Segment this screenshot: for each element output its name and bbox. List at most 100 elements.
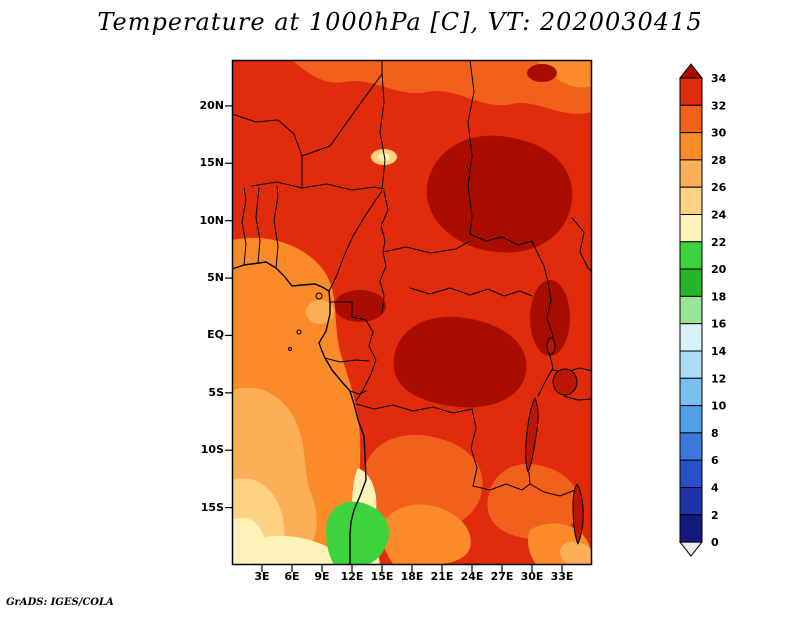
island-annobon (288, 347, 292, 351)
country-border-car-drc (409, 287, 533, 297)
grads-credit: GrADS: IGES/COLA (6, 597, 114, 608)
lake-victoria (552, 368, 578, 396)
colorbar-segment (679, 432, 703, 461)
colorbar-label-16: 16 (711, 318, 727, 331)
colorbar-label-8: 8 (711, 427, 719, 440)
x-tick-label-24E: 24E (460, 570, 484, 583)
field-angola-30-32 (361, 434, 483, 531)
colorbar-segment (679, 268, 703, 297)
field-lakes-34plus (530, 280, 570, 356)
colorbar-segment (679, 323, 703, 352)
colorbar-label-20: 20 (711, 263, 727, 276)
colorbar-label-18: 18 (711, 290, 726, 303)
colorbar-segment (679, 186, 703, 215)
colorbar-segment (679, 241, 703, 270)
x-tick-label-9E: 9E (314, 570, 330, 583)
island-sao-tome (296, 329, 302, 335)
colorbar-segment (679, 514, 703, 543)
country-border-chad-sudan (467, 60, 475, 235)
map-plot (225, 59, 593, 572)
colorbar-segment (679, 377, 703, 407)
colorbar-segment (679, 405, 703, 434)
country-border-sudan-east (571, 217, 592, 273)
plot-title: Temperature at 1000hPa [C], VT: 20200304… (97, 8, 703, 36)
y-tick-label-EQ: EQ (207, 328, 224, 342)
x-tick-label-27E: 27E (490, 570, 514, 583)
lake-tanganyika (525, 397, 539, 473)
country-border-niger-chad (379, 60, 386, 190)
colorbar-segment (679, 132, 703, 161)
y-tick-label-15S: 15S (200, 500, 224, 514)
colorbar-top-arrow (678, 63, 704, 79)
country-border-cameroon-car (379, 251, 387, 314)
country-border-nigeria-cameroon (328, 190, 383, 292)
x-tick-label-12E: 12E (340, 570, 364, 583)
country-border-car-north (382, 240, 471, 254)
country-border-gabon-congo (351, 316, 377, 402)
colorbar-label-34: 34 (711, 72, 727, 85)
country-border-angola-drc (355, 403, 473, 414)
country-border-togo (241, 187, 247, 266)
country-border-drc-east (537, 265, 554, 397)
country-border-gabon-south (324, 357, 370, 363)
x-tick-label-3E: 3E (254, 570, 270, 583)
country-border-benin (255, 187, 261, 264)
colorbar-label-4: 4 (711, 482, 719, 495)
x-tick-label-15E: 15E (370, 570, 394, 583)
colorbar-label-14: 14 (711, 345, 727, 358)
colorbar-segment (679, 350, 703, 379)
country-border-angola-zambia (470, 408, 478, 487)
country-border-niger-nigeria (251, 181, 385, 191)
colorbar-segment (679, 295, 703, 325)
island-bioko (315, 292, 323, 300)
colorbar-segment (679, 487, 703, 516)
y-tick-label-20N: 20N (199, 98, 224, 112)
colorbar-label-0: 0 (711, 536, 719, 549)
colorbar-label-10: 10 (711, 400, 727, 413)
colorbar-segment (679, 104, 703, 134)
x-tick-label-30E: 30E (520, 570, 544, 583)
field-east-34plus (426, 135, 573, 253)
field-west-34plus (334, 290, 386, 322)
colorbar-label-32: 32 (711, 99, 726, 112)
field-sw-band-22-24 (252, 535, 336, 565)
field-biafra-26-28 (306, 300, 334, 324)
colorbar-label-6: 6 (711, 454, 719, 467)
y-tick-label-10N: 10N (199, 213, 224, 227)
temperature-field (232, 60, 592, 565)
x-tick-label-21E: 21E (430, 570, 454, 583)
lake-malawi (572, 483, 584, 545)
country-border-eq-guinea (329, 301, 353, 318)
x-tick-label-18E: 18E (400, 570, 424, 583)
country-border-zambia-drc (472, 471, 531, 491)
field-benguela-green-20-22 (326, 501, 390, 565)
colorbar-segment (679, 459, 703, 489)
x-tick-label-33E: 33E (550, 570, 574, 583)
colorbar-label-30: 30 (711, 127, 727, 140)
colorbar-label-28: 28 (711, 154, 726, 167)
country-border-cameroon-chad (380, 190, 389, 253)
colorbar-label-22: 22 (711, 236, 726, 249)
coastline (232, 261, 367, 565)
lake-albert (546, 337, 556, 355)
field-south-angola-28-30 (381, 504, 471, 565)
map-overlays (232, 60, 592, 565)
colorbar-segment (679, 159, 703, 188)
country-border-mali-niger (232, 113, 303, 188)
colorbar-label-26: 26 (711, 181, 727, 194)
colorbar-bottom-arrow (678, 541, 704, 557)
field-north-strip-30-32 (292, 60, 592, 114)
y-tick-label-5S: 5S (208, 385, 224, 399)
country-border-niger-algeria-libya (301, 73, 383, 157)
country-border-tanzania-north (563, 395, 592, 401)
colorbar-label-2: 2 (711, 509, 719, 522)
colorbar-label-24: 24 (711, 209, 727, 222)
y-tick-label-5N: 5N (207, 271, 224, 285)
x-tick-label-6E: 6E (284, 570, 300, 583)
y-tick-label-15N: 15N (199, 156, 224, 170)
field-se-corner-26-28 (559, 541, 592, 565)
colorbar-label-12: 12 (711, 372, 726, 385)
y-tick-label-10S: 10S (200, 443, 224, 457)
